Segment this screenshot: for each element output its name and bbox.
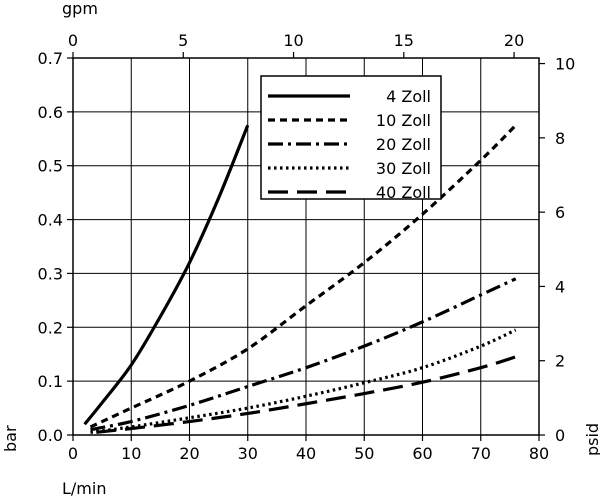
top-axis-title: gpm: [62, 0, 98, 18]
series-line-30-zoll: [90, 328, 517, 434]
series-line-20-zoll: [90, 277, 517, 432]
legend-label-20-zoll: 20 Zoll: [376, 135, 431, 154]
right-axis-tick-label: 10: [555, 55, 575, 74]
right-axis-tick-label: 6: [555, 203, 565, 222]
axis-ticks: 0 10 20 30 40 50 60 70 800 5 10 15 200.00.10.20.30.4…: [38, 31, 576, 463]
left-axis-tick-label: 0.5: [38, 157, 63, 176]
series-line-10-zoll: [89, 124, 517, 429]
top-axis-tick-label: 5: [178, 31, 188, 50]
top-axis-tick-label: 20: [504, 31, 524, 50]
bottom-axis-tick-label: 50: [354, 444, 374, 463]
bottom-axis-tick-label: 70: [471, 444, 491, 463]
series-line-40-zoll: [96, 355, 517, 434]
bottom-axis-tick-label: 60: [412, 444, 432, 463]
legend-label-10-zoll: 10 Zoll: [376, 111, 431, 130]
top-axis-tick-label: 0: [68, 31, 78, 50]
legend-label-4-zoll: 4 Zoll: [386, 87, 431, 106]
right-axis-tick-label: 4: [555, 277, 565, 296]
series-line-4-zoll: [83, 124, 250, 426]
left-axis-tick-label: 0.6: [38, 103, 63, 122]
bottom-axis-tick-label: 40: [296, 444, 316, 463]
legend: 4 Zoll 10 Zoll 20 Zoll 30 Zoll 40 Zoll: [260, 75, 442, 202]
right-axis-tick-label: 8: [555, 129, 565, 148]
right-axis-tick-label: 0: [555, 426, 565, 445]
legend-label-40-zoll: 40 Zoll: [376, 183, 431, 202]
bottom-axis-tick-label: 0: [68, 444, 78, 463]
bottom-axis-tick-label: 10: [121, 444, 141, 463]
bottom-axis-title: L/min: [62, 479, 106, 498]
left-axis-tick-label: 0.1: [38, 372, 63, 391]
series-group: [83, 124, 517, 434]
left-axis-tick-label: 0.0: [38, 426, 63, 445]
left-axis-tick-label: 0.3: [38, 264, 63, 283]
left-axis-title: bar: [1, 425, 20, 452]
bottom-axis-tick-label: 20: [179, 444, 199, 463]
bottom-axis-tick-label: 30: [238, 444, 258, 463]
right-axis-tick-label: 2: [555, 352, 565, 371]
top-axis-tick-label: 10: [283, 31, 303, 50]
left-axis-tick-label: 0.4: [38, 211, 63, 230]
left-axis-tick-label: 0.7: [38, 49, 63, 68]
left-axis-tick-label: 0.2: [38, 318, 63, 337]
right-axis-title: psid: [583, 423, 600, 456]
top-axis-tick-label: 15: [394, 31, 414, 50]
bottom-axis-tick-label: 80: [529, 444, 549, 463]
legend-label-30-zoll: 30 Zoll: [376, 159, 431, 178]
